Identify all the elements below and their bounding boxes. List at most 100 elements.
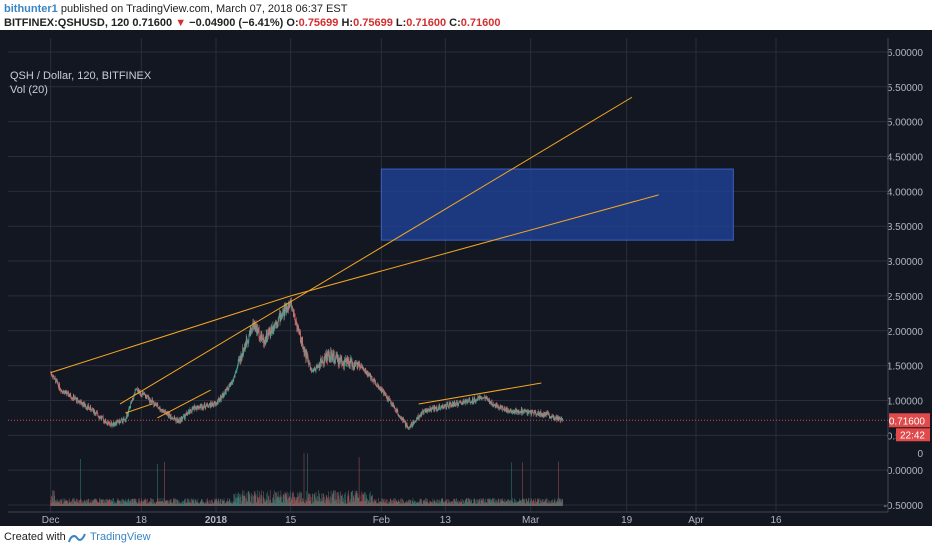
volume-bar (182, 500, 184, 506)
volume-bar (548, 500, 550, 506)
candle-body (552, 416, 553, 418)
volume-bar (154, 503, 156, 506)
candle-body (506, 407, 508, 412)
volume-bar (306, 500, 308, 506)
candle-body (261, 332, 263, 340)
volume-bar (392, 503, 393, 506)
candle-body (376, 385, 378, 387)
candle-body (153, 405, 155, 406)
volume-bar (306, 501, 308, 506)
candle-body (256, 325, 258, 331)
candle-body (493, 405, 495, 406)
volume-bar (450, 503, 452, 506)
volume-bar (445, 499, 447, 506)
volume-bar (418, 503, 420, 506)
candle-body (461, 403, 463, 405)
volume-bar (483, 498, 484, 506)
candle-body (199, 406, 201, 408)
volume-bar (332, 493, 333, 506)
candle-body (499, 407, 500, 409)
candle-body (299, 331, 301, 334)
volume-bar (457, 500, 459, 506)
candle-body (300, 331, 301, 343)
candle-body (482, 397, 484, 399)
candle-body (505, 408, 507, 410)
volume-bar (473, 499, 475, 506)
candle-body (494, 404, 496, 406)
volume-bar (247, 501, 248, 506)
candle-body (372, 379, 374, 381)
volume-bar (420, 498, 422, 506)
candle-body (463, 400, 465, 404)
volume-bar (161, 501, 163, 506)
volume-bar (208, 503, 210, 506)
volume-bar (78, 503, 80, 506)
volume-bar (410, 500, 412, 506)
candle-body (110, 422, 112, 424)
volume-bar (188, 499, 189, 506)
candle-body (149, 401, 151, 402)
volume-bar (92, 500, 94, 506)
candle-body (428, 409, 429, 411)
volume-bar (85, 503, 87, 506)
volume-bar (276, 496, 278, 506)
volume-bar (96, 500, 98, 506)
candle-body (262, 337, 264, 339)
volume-bar (160, 501, 162, 506)
candle-body (126, 412, 128, 415)
tradingview-logo-icon[interactable] (68, 532, 86, 544)
candle-body (117, 420, 119, 421)
chart-area[interactable]: Dec 18 2018 15 Feb 13 Mar 19 Apr 16 6.00000 5.50000… (0, 30, 932, 526)
candle-body (90, 410, 92, 412)
volume-bar (205, 499, 207, 506)
volume-bar (196, 502, 198, 506)
volume-bar (203, 501, 204, 506)
volume-bar (159, 500, 161, 506)
candle-body (246, 338, 248, 344)
candle-body (328, 350, 330, 354)
volume-bar (179, 503, 181, 506)
volume-bar (240, 503, 242, 506)
candle-body (272, 330, 273, 332)
candle-body (415, 420, 416, 422)
volume-bar (187, 498, 188, 506)
candle-body (143, 393, 144, 395)
volume-bar (118, 500, 120, 506)
candle-body (488, 399, 490, 403)
volume-bar (516, 502, 518, 506)
candle-body (362, 366, 364, 368)
x-tick-label: 15 (285, 515, 297, 526)
candle-body (316, 365, 318, 368)
volume-bar (352, 496, 354, 506)
tradingview-brand-link[interactable]: TradingView (90, 531, 151, 543)
price-chart[interactable]: Dec 18 2018 15 Feb 13 Mar 19 Apr 166.000005.50000… (0, 30, 932, 526)
candle-body (119, 419, 120, 424)
volume-bar (365, 500, 367, 506)
volume-bar (393, 503, 395, 506)
candle-body (123, 418, 125, 421)
candle-body (344, 359, 346, 363)
volume-bar (427, 502, 429, 506)
candle-body (260, 335, 262, 338)
candle-body (543, 413, 544, 417)
author-link[interactable]: bithunter1 (4, 3, 58, 15)
candle-body (451, 406, 453, 407)
volume-bar (560, 498, 561, 506)
candle-body (64, 392, 66, 393)
volume-bar (395, 498, 396, 506)
candle-body (251, 328, 252, 331)
candle-body (73, 399, 75, 400)
candle-body (147, 395, 149, 397)
trendlines (8, 96, 888, 421)
volume-bar (512, 498, 513, 506)
candle-body (180, 418, 182, 423)
axes: Dec 18 2018 15 Feb 13 Mar 19 Apr 166.000005.50000… (8, 38, 923, 526)
candle-body (157, 407, 159, 409)
candle-body (507, 411, 508, 413)
volume-bar (542, 498, 544, 506)
volume-bar (524, 501, 525, 506)
volume-bar (399, 503, 401, 506)
candle-body (473, 397, 475, 401)
volume-bar (531, 498, 532, 506)
candle-body (418, 417, 420, 420)
